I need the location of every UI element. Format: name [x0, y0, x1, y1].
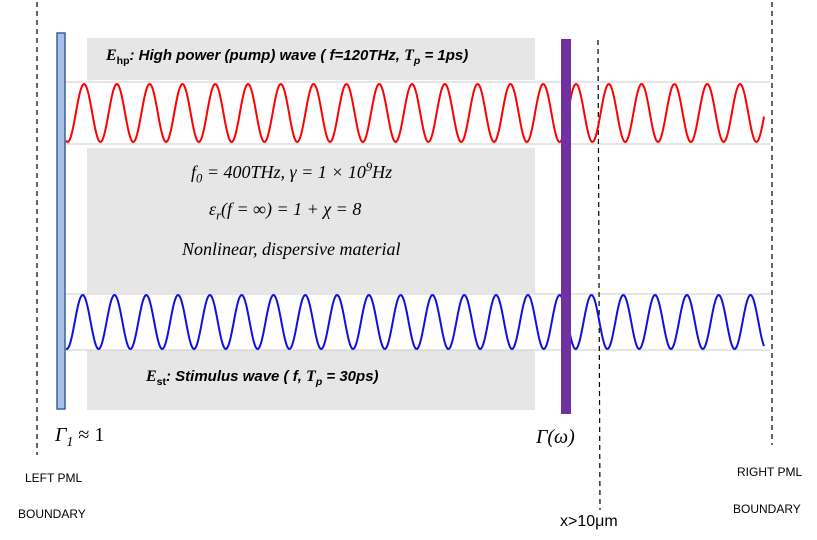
right-interface-bar: [561, 39, 571, 414]
pump-symbol: E: [106, 47, 117, 64]
stimulus-wave: [65, 293, 765, 351]
right-pml-label-line1: RIGHT PML: [737, 465, 803, 479]
gamma1-rest: ≈ 1: [73, 424, 105, 446]
left-reflector-bar: [56, 32, 66, 410]
stimulus-tp-val: = 30ps): [322, 368, 379, 385]
pump-tp-val: = 1ps): [420, 47, 469, 64]
material-line1-sup: 9: [365, 160, 373, 174]
stimulus-symbol-sub: st: [156, 376, 167, 388]
material-line-3: Nonlinear, dispersive material: [182, 239, 401, 259]
stimulus-text: : Stimulus wave ( f,: [166, 368, 307, 385]
material-f0-sub: 0: [196, 171, 203, 186]
x-position-marker-line: [597, 39, 601, 511]
pump-tp: T: [404, 47, 414, 64]
gamma1-sub: 1: [66, 435, 74, 450]
material-line-2: εr(f = ∞) = 1 + χ = 8: [209, 199, 361, 224]
material-panel: [87, 148, 535, 293]
stimulus-tp-sub: p: [315, 376, 323, 388]
pump-wave: [65, 82, 765, 144]
material-line-1: f0 = 400THz, γ = 1 × 109Hz: [191, 160, 392, 187]
material-f0: f: [191, 162, 197, 182]
gamma-omega-label: Γ(ω): [536, 426, 575, 448]
material-line2-text: (f = ∞) = 1 + χ = 8: [221, 199, 362, 219]
stimulus-wave-label: Est: Stimulus wave ( f, Tp = 30ps): [146, 368, 379, 388]
pump-symbol-sub: hp: [116, 55, 130, 67]
stimulus-tp: T: [306, 368, 316, 385]
pump-tp-sub: p: [413, 55, 421, 67]
gamma1-symbol: Γ: [55, 424, 67, 446]
stimulus-label-panel: [87, 350, 535, 410]
pump-wave-label: Ehp: High power (pump) wave ( f=120THz, …: [106, 47, 468, 67]
left-pml-label-line1: LEFT PML: [25, 471, 83, 485]
x-position-label: x>10μm: [560, 513, 618, 530]
stimulus-symbol: E: [146, 368, 157, 385]
material-line1-unit: Hz: [372, 162, 393, 182]
material-eps: ε: [209, 199, 217, 219]
material-line1-text: = 400THz, γ = 1 × 10: [202, 162, 366, 182]
gamma1-label: Γ1 ≈ 1: [55, 424, 104, 451]
material-eps-sub: r: [216, 208, 221, 223]
pump-label-panel: [87, 38, 535, 80]
right-pml-label-line2: BOUNDARY: [733, 502, 801, 516]
left-pml-label-line2: BOUNDARY: [18, 507, 86, 521]
pump-text: : High power (pump) wave ( f=120THz,: [129, 47, 405, 64]
